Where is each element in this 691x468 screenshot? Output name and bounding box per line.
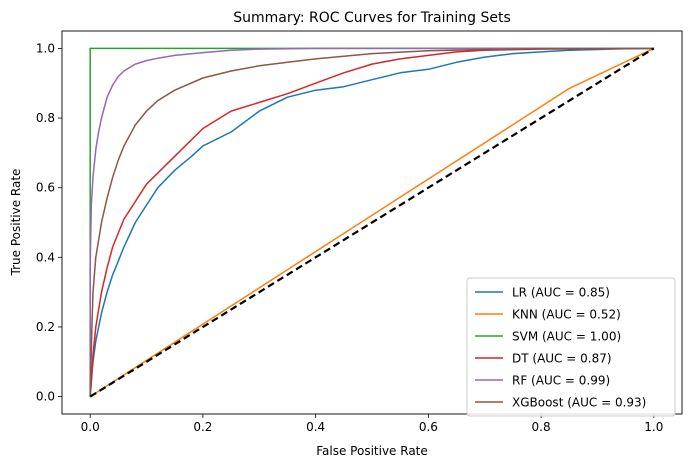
y-tick-label: 0.0 (36, 390, 55, 404)
x-tick-label: 0.6 (419, 420, 438, 434)
y-tick-label: 0.4 (36, 250, 55, 264)
series-line-5 (89, 47, 654, 397)
legend: LR (AUC = 0.85) KNN (AUC = 0.52) SVM (AUC … (466, 277, 676, 417)
x-tick-label: 0.2 (193, 420, 212, 434)
diagonal-reference-line (89, 47, 655, 398)
x-tick-label: 1.0 (644, 420, 663, 434)
x-tick-label: 0.4 (306, 420, 325, 434)
series-line-4 (89, 47, 654, 397)
plot-area (89, 47, 655, 398)
legend-label: KNN (AUC = 0.52) (512, 308, 621, 322)
y-axis-label: True Positive Rate (9, 169, 23, 277)
legend-label: RF (AUC = 0.99) (512, 374, 610, 388)
legend-label: SVM (AUC = 1.00) (512, 330, 621, 344)
series-line-3 (89, 47, 654, 397)
y-tick-label: 0.6 (36, 181, 55, 195)
series-line-0 (89, 47, 654, 397)
x-axis: 0.0 0.2 0.4 0.6 0.8 1.0 (81, 414, 663, 434)
x-tick-label: 0.8 (532, 420, 551, 434)
legend-frame (466, 277, 676, 417)
legend-label: LR (AUC = 0.85) (512, 286, 610, 300)
legend-label: XGBoost (AUC = 0.93) (512, 396, 646, 410)
y-tick-label: 1.0 (36, 41, 55, 55)
legend-label: DT (AUC = 0.87) (512, 352, 612, 366)
y-axis: 0.0 0.2 0.4 0.6 0.8 1.0 (36, 41, 62, 404)
y-tick-label: 0.2 (36, 320, 55, 334)
series-line-1 (89, 47, 655, 398)
y-tick-label: 0.8 (36, 111, 55, 125)
chart-title: Summary: ROC Curves for Training Sets (233, 10, 511, 26)
x-axis-label: False Positive Rate (316, 444, 428, 458)
axes-frame (61, 30, 683, 415)
x-tick-label: 0.0 (81, 420, 100, 434)
